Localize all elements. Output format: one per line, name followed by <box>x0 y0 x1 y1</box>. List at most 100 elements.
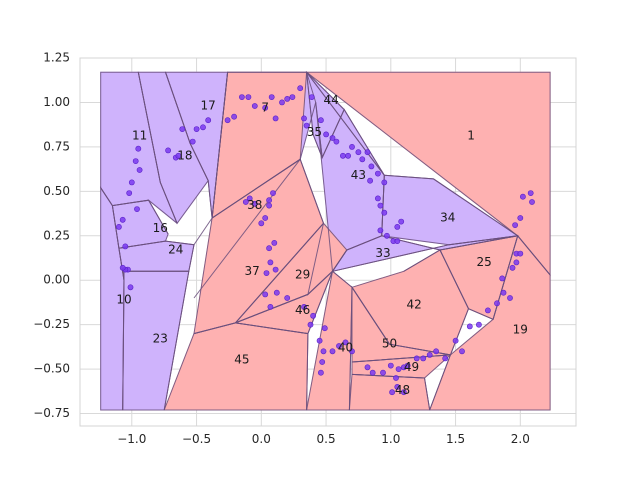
data-point <box>245 94 252 100</box>
data-point <box>179 126 186 133</box>
data-point <box>349 348 355 355</box>
data-point <box>266 202 272 209</box>
data-point <box>364 364 371 371</box>
region-label-42: 42 <box>406 298 421 312</box>
data-point <box>246 195 253 202</box>
data-point <box>262 291 269 298</box>
data-point <box>323 131 329 138</box>
region-label-29: 29 <box>295 267 310 281</box>
data-point <box>175 152 182 159</box>
data-point <box>345 152 351 159</box>
region-label-10: 10 <box>116 292 131 306</box>
data-point <box>308 94 315 100</box>
boundary-edge <box>321 109 345 158</box>
data-point <box>329 135 336 141</box>
data-point <box>377 227 384 234</box>
region-label-49: 49 <box>404 360 419 374</box>
region-label-7: 7 <box>261 100 269 114</box>
data-point <box>262 104 269 111</box>
data-point <box>301 115 307 122</box>
y-tick-label: 0.25 <box>43 228 70 242</box>
data-point <box>452 337 459 344</box>
data-point <box>321 325 328 332</box>
data-point <box>231 113 237 120</box>
region-label-1: 1 <box>467 129 475 143</box>
data-point <box>527 190 534 196</box>
axis-tick-labels: −1.0 −0.5 0.0 0.5 1.0 1.5 2.0 −0.75 −0.50 −0.25 0.… <box>33 51 530 447</box>
region-label-18: 18 <box>177 148 192 162</box>
data-point <box>342 339 349 346</box>
data-point <box>349 143 355 150</box>
x-tick-label: −0.5 <box>182 432 211 446</box>
data-point <box>126 190 133 196</box>
boundary-edge <box>235 222 324 324</box>
boundary-edge <box>100 187 169 235</box>
data-point <box>200 124 206 131</box>
boundary-edge <box>403 249 470 356</box>
x-tick-label: 0.0 <box>252 432 271 446</box>
data-point <box>420 355 427 362</box>
y-tick-label: 1.00 <box>43 95 70 109</box>
data-point <box>317 369 324 376</box>
data-point <box>238 94 245 100</box>
data-point <box>517 215 524 221</box>
data-point <box>507 295 513 301</box>
data-point <box>333 138 340 145</box>
data-point <box>279 99 285 106</box>
y-tick-label: −0.75 <box>33 406 70 420</box>
data-point <box>374 195 381 202</box>
boundary-edge <box>137 72 178 224</box>
data-point <box>517 250 524 257</box>
data-point <box>310 312 316 319</box>
x-tick-label: 2.0 <box>511 432 530 446</box>
data-point <box>317 117 324 124</box>
data-point <box>339 152 346 159</box>
data-point <box>520 193 526 200</box>
data-point <box>369 369 376 376</box>
data-point <box>400 389 407 396</box>
region-label-25: 25 <box>476 255 491 269</box>
data-point <box>263 270 270 276</box>
data-point <box>383 232 390 239</box>
region-label-48: 48 <box>395 383 410 397</box>
x-tick-label: 0.5 <box>317 432 336 446</box>
data-point <box>134 206 140 212</box>
data-point <box>364 149 371 156</box>
y-tick-label: −0.50 <box>33 362 70 376</box>
boundary-edge <box>351 354 451 363</box>
data-point <box>336 343 342 349</box>
plot-frame <box>79 57 577 427</box>
boundary-edge <box>165 72 229 219</box>
data-point <box>398 218 405 225</box>
y-tick-label: 0.00 <box>43 273 70 287</box>
region-label-45: 45 <box>234 353 249 367</box>
data-point <box>272 266 279 273</box>
region-label-23: 23 <box>153 331 168 345</box>
data-point <box>262 215 269 221</box>
data-point <box>374 170 381 177</box>
data-point <box>289 94 296 100</box>
data-point <box>271 239 278 246</box>
region-label-37: 37 <box>245 264 260 278</box>
data-point <box>329 348 336 355</box>
boundary-edge <box>306 72 323 158</box>
region-label-44: 44 <box>324 93 339 107</box>
data-point <box>380 369 386 376</box>
region-label-34: 34 <box>440 211 455 225</box>
region-label-17: 17 <box>201 99 216 113</box>
data-point <box>251 200 258 207</box>
data-point <box>242 199 249 205</box>
data-point <box>127 284 134 291</box>
data-point <box>303 122 310 129</box>
data-point <box>494 300 500 307</box>
boundary-edge <box>351 287 452 411</box>
data-point <box>368 163 375 170</box>
data-point <box>381 179 388 186</box>
data-point <box>307 321 314 328</box>
data-point <box>466 323 473 330</box>
data-point <box>394 383 401 390</box>
region-label-11: 11 <box>132 129 147 143</box>
data-point <box>116 223 122 230</box>
